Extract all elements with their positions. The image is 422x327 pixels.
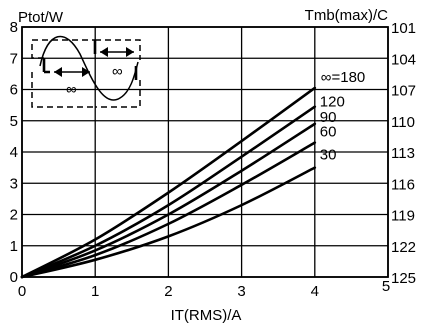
y-tick-label-right: 116	[391, 176, 415, 193]
series-line-1	[20, 166, 317, 279]
y-tick-label-right: 101	[391, 20, 416, 37]
x-tick-label: 4	[311, 283, 319, 300]
x-tick-label: 5	[382, 278, 390, 295]
series-label-1: 30	[320, 147, 337, 164]
y-tick-label-right: 110	[391, 114, 415, 131]
series-line-5	[20, 86, 317, 279]
inset-angle-label-right: ∞	[112, 63, 123, 80]
y-tick-label-left: 5	[10, 113, 18, 130]
y-tick-label-right: 113	[391, 145, 415, 162]
inset-arrowhead-left-a	[54, 67, 62, 77]
inset-angle-label-left: ∞	[66, 81, 77, 98]
y-tick-label-right: 122	[391, 239, 416, 256]
y-axis-right-title: Tmb(max)/C	[305, 7, 388, 24]
inset-conduction-segment-2	[93, 40, 138, 80]
inset-arrowhead-right-a	[100, 47, 108, 57]
inset-box-right	[95, 39, 141, 108]
x-tick-label: 0	[18, 283, 26, 300]
y-tick-label-left: 0	[10, 269, 18, 286]
inset-arrowhead-left-b	[82, 67, 90, 77]
y-tick-label-left: 2	[10, 207, 18, 224]
y-tick-label-right: 107	[391, 83, 416, 100]
inset-box-left	[31, 39, 95, 108]
series-label-2: 60	[320, 124, 337, 141]
series-lines	[20, 86, 317, 279]
x-tick-label: 1	[91, 283, 99, 300]
y-tick-label-left: 7	[10, 50, 18, 67]
x-tick-label: 2	[164, 283, 172, 300]
x-axis-title: IT(RMS)/A	[171, 307, 242, 324]
y-axis-left-title: Ptot/W	[18, 9, 64, 26]
series-line-3	[20, 122, 317, 279]
y-tick-label-left: 8	[10, 19, 18, 36]
y-tick-label-left: 6	[10, 82, 18, 99]
y-tick-label-right: 104	[391, 51, 416, 68]
plot-frame	[21, 26, 389, 278]
y-tick-label-left: 4	[10, 144, 18, 161]
y-tick-label-right: 125	[391, 270, 416, 287]
series-line-4	[20, 105, 317, 279]
y-tick-label-right: 119	[391, 208, 415, 225]
series-line-2	[20, 141, 317, 279]
series-label-4: 120	[320, 94, 345, 111]
waveform-inset: ∞ ∞	[31, 35, 141, 108]
inset-conduction-segment-1	[42, 58, 50, 74]
y-tick-label-left: 3	[10, 175, 18, 192]
inset-arrowhead-right-b	[126, 47, 134, 57]
x-tick-label: 3	[237, 283, 245, 300]
y-tick-label-left: 1	[10, 238, 18, 255]
series-label-5: ∞=180	[321, 69, 365, 86]
tick-labels: 0 1 2 3 4 5 0 1 2 3 4 5 6 7 8 125 122 119 116 113 110 107 104 1…	[10, 19, 416, 300]
grid	[21, 26, 389, 278]
inset-sine-wave	[39, 35, 139, 101]
series-label-3: 90	[320, 109, 337, 126]
